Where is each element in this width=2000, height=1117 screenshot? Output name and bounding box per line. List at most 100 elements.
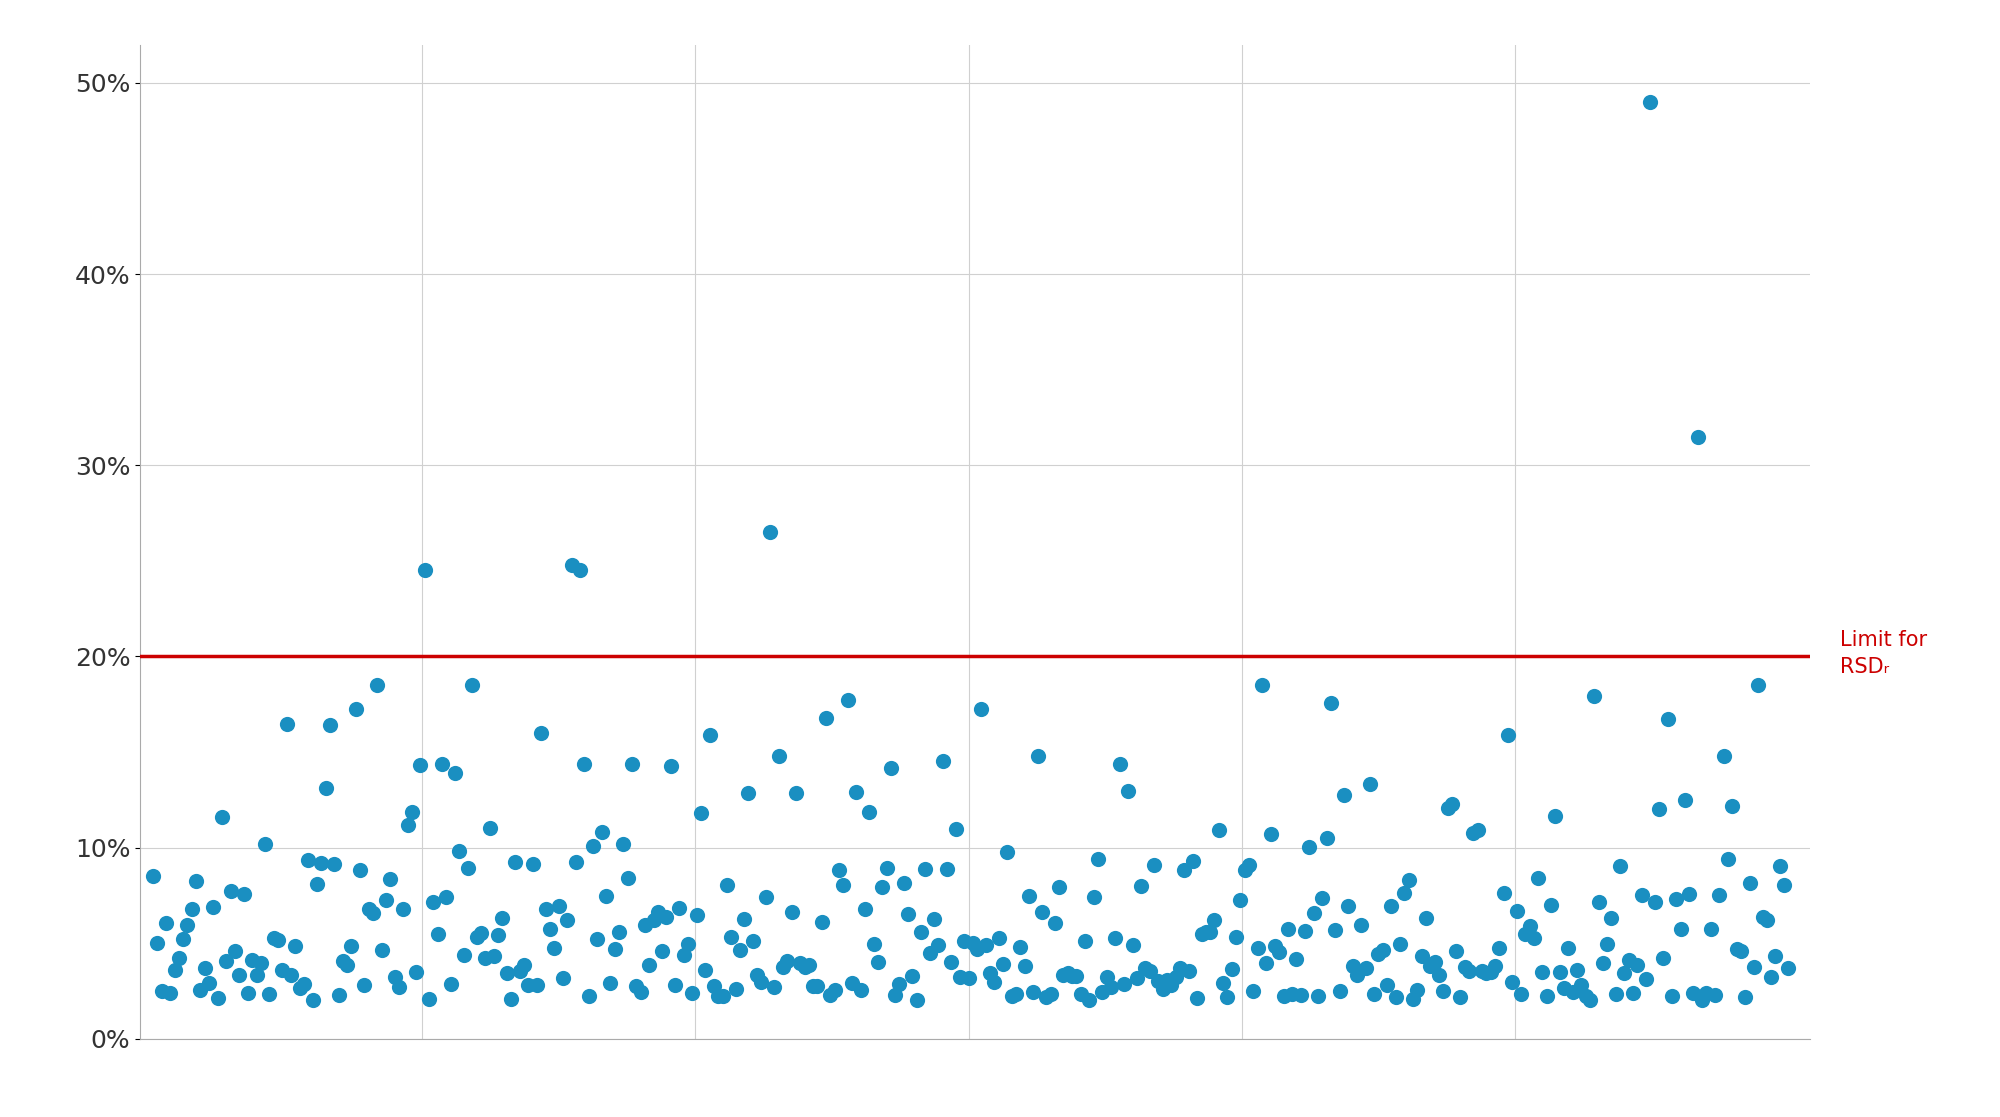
Point — [936, 953, 968, 971]
Point — [1686, 991, 1718, 1009]
Point — [388, 900, 420, 918]
Point — [1552, 938, 1584, 956]
Point — [684, 804, 716, 822]
Point — [254, 985, 286, 1003]
Point — [1346, 916, 1378, 934]
Point — [1454, 962, 1486, 980]
Point — [1094, 978, 1126, 996]
Point — [638, 911, 670, 929]
Point — [1716, 798, 1748, 815]
Point — [1604, 858, 1636, 876]
Text: Limit for
RSDᵣ: Limit for RSDᵣ — [1840, 630, 1928, 677]
Point — [754, 523, 786, 541]
Point — [572, 986, 604, 1004]
Point — [1160, 967, 1192, 985]
Point — [464, 924, 496, 942]
Point — [1116, 936, 1148, 954]
Point — [1030, 989, 1062, 1006]
Point — [962, 941, 994, 958]
Point — [1224, 891, 1256, 909]
Point — [232, 984, 264, 1002]
Point — [1354, 775, 1386, 793]
Point — [1634, 93, 1666, 111]
Point — [590, 887, 622, 905]
Point — [608, 836, 640, 853]
Point — [1414, 957, 1446, 975]
Point — [306, 855, 338, 872]
Point — [598, 941, 630, 958]
Point — [318, 855, 350, 872]
Point — [992, 843, 1024, 861]
Point — [1142, 972, 1174, 990]
Point — [1492, 726, 1524, 744]
Point — [624, 983, 656, 1001]
Point — [668, 946, 700, 964]
Point — [1246, 676, 1278, 694]
Point — [948, 932, 980, 949]
Point — [1130, 960, 1162, 977]
Point — [1324, 982, 1356, 1000]
Point — [310, 780, 342, 798]
Point — [1320, 922, 1352, 939]
Point — [1760, 947, 1792, 965]
Point — [1340, 966, 1372, 984]
Point — [1422, 966, 1454, 984]
Point — [1622, 956, 1654, 974]
Point — [974, 964, 1006, 982]
Point — [642, 903, 674, 920]
Point — [880, 986, 912, 1004]
Point — [1470, 964, 1502, 982]
Point — [1268, 987, 1300, 1005]
Point — [440, 764, 472, 782]
Point — [720, 981, 752, 999]
Point — [1044, 878, 1076, 896]
Point — [1764, 857, 1796, 875]
Point — [404, 756, 436, 774]
Point — [490, 964, 522, 982]
Point — [150, 914, 182, 932]
Point — [926, 752, 958, 770]
Point — [530, 900, 562, 918]
Point — [1238, 983, 1270, 1001]
Point — [680, 906, 712, 924]
Point — [496, 990, 528, 1008]
Point — [1566, 976, 1598, 994]
Point — [676, 984, 708, 1002]
Point — [210, 952, 242, 970]
Point — [1280, 949, 1312, 967]
Point — [340, 700, 372, 718]
Point — [1250, 954, 1282, 972]
Point — [556, 556, 588, 574]
Point — [322, 986, 354, 1004]
Point — [1134, 962, 1166, 980]
Point — [270, 715, 302, 733]
Point — [1626, 886, 1658, 904]
Point — [1678, 984, 1710, 1002]
Point — [180, 872, 212, 890]
Point — [1100, 929, 1132, 947]
Point — [1290, 923, 1322, 941]
Point — [766, 957, 798, 975]
Point — [922, 936, 954, 954]
Point — [1376, 897, 1408, 915]
Point — [142, 934, 174, 952]
Point — [930, 860, 962, 878]
Point — [198, 898, 230, 916]
Point — [672, 935, 704, 953]
Point — [1642, 800, 1674, 818]
Point — [788, 958, 820, 976]
Point — [1496, 973, 1528, 991]
Point — [1228, 861, 1260, 879]
Point — [1540, 808, 1572, 825]
Point — [258, 929, 290, 947]
Point — [1656, 987, 1688, 1005]
Point — [262, 930, 294, 948]
Point — [602, 924, 634, 942]
Point — [1258, 937, 1290, 955]
Point — [296, 992, 328, 1010]
Point — [814, 986, 846, 1004]
Point — [1362, 945, 1394, 963]
Point — [1742, 676, 1774, 694]
Point — [538, 939, 570, 957]
Point — [154, 984, 186, 1002]
